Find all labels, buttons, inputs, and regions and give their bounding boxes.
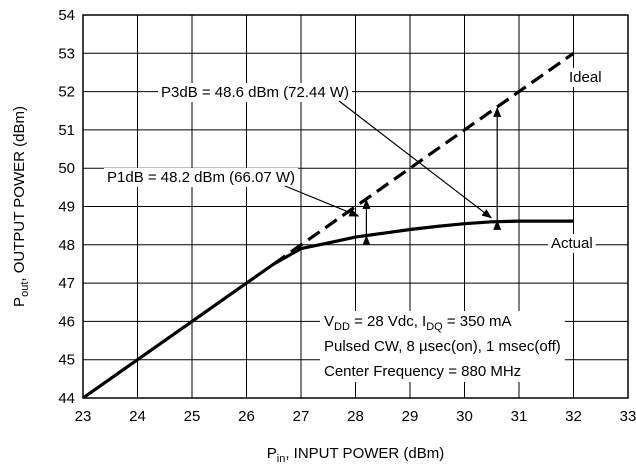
xlabel-sub: in [277,453,286,465]
series-line-ideal [272,51,575,266]
cond-end: = 350 mA [443,313,512,330]
x-tick-label: 30 [456,408,473,425]
y-tick-label: 45 [58,352,75,369]
x-tick-label: 26 [238,408,255,425]
condition-pulse: Pulsed CW, 8 µsec(on), 1 msec(off) [324,338,561,355]
condition-vdd: VDD = 28 Vdc, IDQ = 350 mA [324,313,512,333]
y-tick-labels: 44 45 46 47 48 49 50 51 52 53 54 [58,7,75,407]
y-tick-label: 51 [58,122,75,139]
cond-dq: DQ [426,321,443,333]
y-tick-label: 52 [58,84,75,101]
conditions-bg [320,311,565,382]
y-tick-label: 50 [58,160,75,177]
cond-mid: = 28 Vdc, I [350,313,426,330]
y-tick-label: 47 [58,275,75,292]
p3db-label: P3dB = 48.6 dBm (72.44 W) [161,84,349,101]
plot-frame [82,14,629,399]
y-tick-label: 46 [58,313,75,330]
cond-dd: DD [334,321,350,333]
y-axis-label: Pout, OUTPUT POWER (dBm) [11,106,31,307]
x-tick-label: 27 [293,408,310,425]
y-tick-label: 49 [58,199,75,216]
p3db-label-bg [158,83,353,102]
x-tick-label: 25 [184,408,201,425]
y-tick-label: 48 [58,237,75,254]
x-tick-label: 23 [75,408,92,425]
p1db-leader-arrow [284,185,360,217]
ylabel-main: P [11,297,28,307]
ylabel-sub: out [19,282,31,297]
y-tick-label: 53 [58,45,75,62]
grid [83,15,628,398]
x-tick-labels: 23 24 25 26 27 28 29 30 31 32 33 [75,408,636,425]
p1db-label-bg [104,168,299,187]
p1db-label: P1dB = 48.2 dBm (66.07 W) [107,169,295,186]
xlabel-rest: , INPUT POWER (dBm) [285,445,444,462]
x-axis-label: Pin, INPUT POWER (dBm) [267,445,444,465]
series-label-ideal: Ideal [569,69,602,86]
p3db-leader-arrow [338,100,492,219]
x-tick-label: 32 [565,408,582,425]
y-tick-label: 54 [58,7,75,24]
y-tick-label: 44 [58,390,75,407]
actual-label-bg [548,234,596,253]
x-tick-label: 31 [511,408,528,425]
series-label-actual: Actual [551,235,593,252]
ideal-label-bg [566,68,605,87]
xlabel-main: P [267,445,277,462]
x-tick-label: 24 [129,408,146,425]
annotation-arrows [284,100,502,246]
x-tick-label: 28 [347,408,364,425]
x-tick-label: 33 [620,408,636,425]
ylabel-rest: , OUTPUT POWER (dBm) [11,106,28,282]
condition-frequency: Center Frequency = 880 MHz [324,363,521,380]
cond-v: V [324,313,334,330]
x-tick-label: 29 [402,408,419,425]
